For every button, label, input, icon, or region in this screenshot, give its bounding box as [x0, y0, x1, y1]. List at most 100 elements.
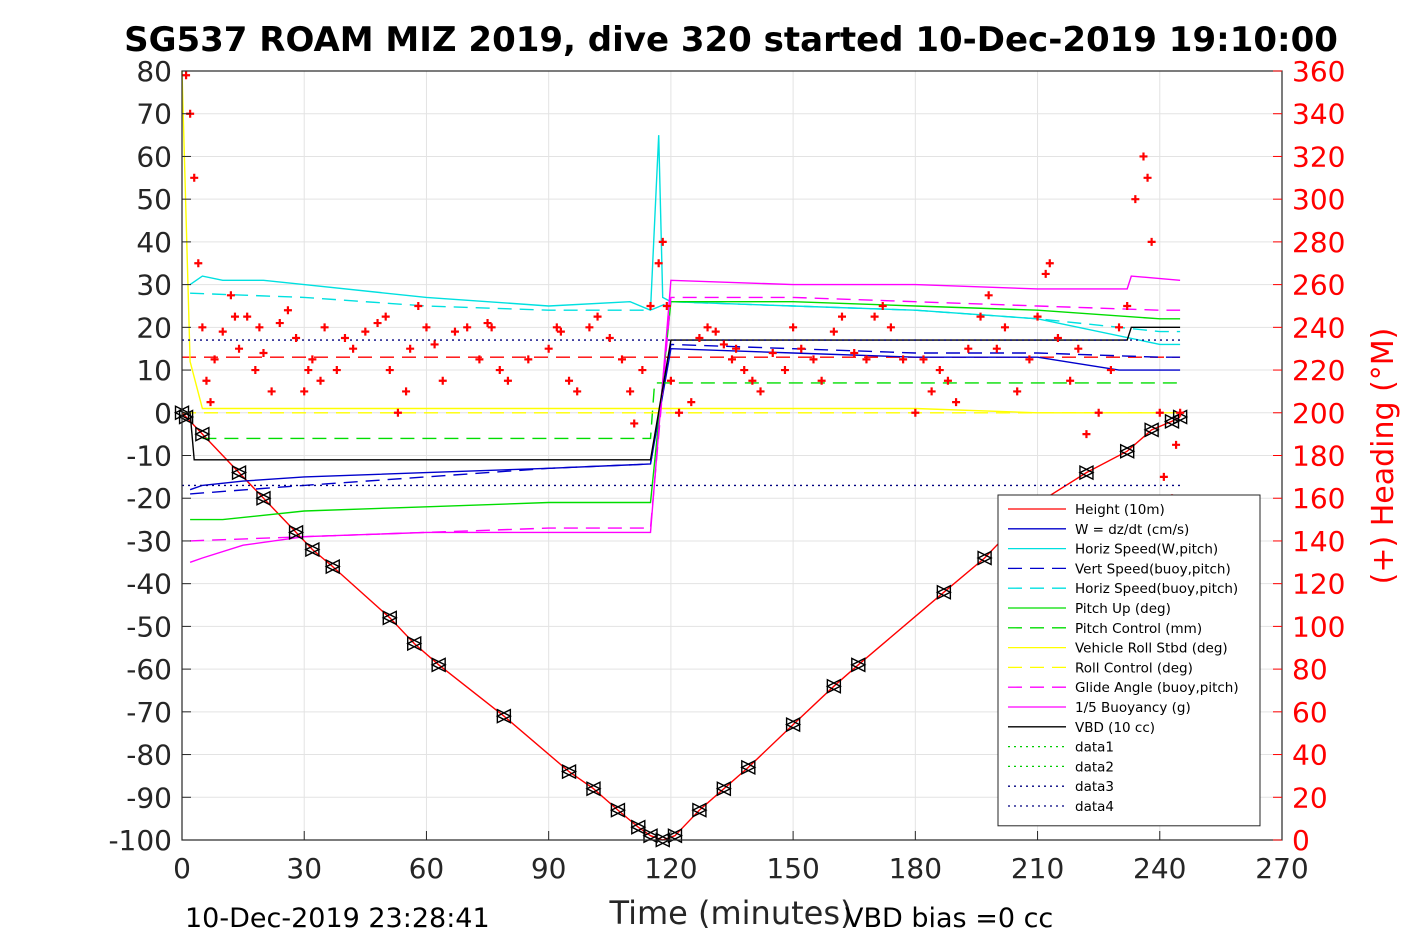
left-tick-label: 50	[136, 183, 172, 216]
dive-marker-left	[585, 781, 601, 797]
heading-point	[984, 291, 993, 300]
dive-marker-left	[381, 610, 397, 626]
heading-point	[911, 408, 920, 417]
left-tick-label: -30	[126, 525, 172, 558]
dive-marker-left	[194, 426, 210, 442]
x-tick-label: 150	[766, 852, 819, 885]
heading-point	[1066, 376, 1075, 385]
heading-point	[422, 323, 431, 332]
heading-point	[198, 323, 207, 332]
right-tick-label: 120	[1292, 568, 1345, 601]
right-tick-label: 200	[1292, 397, 1345, 430]
heading-point	[259, 348, 268, 357]
legend-label: Vehicle Roll Stbd (deg)	[1075, 641, 1228, 657]
heading-point	[414, 301, 423, 310]
heading-point	[789, 323, 798, 332]
heading-point	[251, 366, 260, 375]
heading-point	[899, 355, 908, 364]
heading-point	[748, 376, 757, 385]
dive-marker-left	[255, 490, 271, 506]
heading-point	[1045, 259, 1054, 268]
heading-point	[402, 387, 411, 396]
heading-point	[935, 366, 944, 375]
heading-point	[361, 327, 370, 336]
heading-point	[654, 259, 663, 268]
legend-label: Vert Speed(buoy,pitch)	[1075, 561, 1231, 577]
dive-marker-left	[642, 828, 658, 844]
legend-label: Horiz Speed(buoy,pitch)	[1075, 581, 1238, 597]
heading-point	[283, 306, 292, 315]
heading-point	[919, 355, 928, 364]
legend-label: W = dz/dt (cm/s)	[1075, 522, 1189, 538]
right-tick-label: 20	[1292, 781, 1328, 814]
right-tick-label: 220	[1292, 354, 1345, 387]
heading-point	[1053, 334, 1062, 343]
dive-marker-left	[1119, 443, 1135, 459]
heading-point	[552, 323, 561, 332]
heading-point	[1013, 387, 1022, 396]
left-tick-label: 30	[136, 269, 172, 302]
dive-marker-left	[324, 558, 340, 575]
dive-marker-left	[304, 541, 320, 558]
heading-point	[862, 355, 871, 364]
dive-marker-left	[976, 550, 992, 566]
x-tick-label: 210	[1011, 852, 1064, 885]
legend-label: Height (10m)	[1075, 502, 1165, 518]
heading-point	[817, 376, 826, 385]
left-tick-label: -80	[126, 739, 172, 772]
dive-marker-left	[666, 828, 683, 844]
left-tick-label: -70	[126, 696, 172, 729]
heading-point	[711, 327, 720, 336]
heading-point	[450, 327, 459, 336]
heading-point	[638, 366, 647, 375]
heading-point	[1074, 344, 1083, 353]
heading-point	[687, 398, 696, 407]
left-tick-label: 70	[136, 98, 172, 131]
heading-point	[463, 323, 472, 332]
heading-point	[373, 319, 382, 328]
right-tick-label: 160	[1292, 482, 1345, 515]
heading-point	[878, 301, 887, 310]
dive-marker-left	[785, 717, 801, 733]
legend-label: data4	[1075, 799, 1114, 815]
left-axis-ticks: 80 70 60 50 40 30 20 10 0 -10 -20 -30 -40 -50 -60 -70 -8…	[108, 55, 191, 857]
heading-point	[666, 376, 675, 385]
legend-label: VBD (10 cc)	[1075, 720, 1155, 736]
dive-marker-left	[825, 678, 842, 694]
dive-marker-left	[560, 764, 577, 780]
heading-point	[992, 344, 1001, 353]
right-tick-label: 180	[1292, 440, 1345, 473]
left-tick-label: 10	[136, 354, 172, 387]
series-line-4	[190, 292, 1181, 333]
heading-point	[243, 312, 252, 321]
heading-point	[487, 323, 496, 332]
series-line-6	[202, 382, 1181, 440]
dive-marker-left	[406, 635, 422, 652]
heading-point	[870, 312, 879, 321]
dive-marker-left	[691, 802, 707, 818]
heading-point	[393, 408, 402, 417]
heading-point	[230, 312, 239, 321]
right-tick-label: 280	[1292, 226, 1345, 259]
heading-point	[809, 355, 818, 364]
heading-point	[210, 355, 219, 364]
heading-point	[194, 259, 203, 268]
series-line-7	[181, 70, 1181, 414]
heading-point	[206, 398, 215, 407]
right-tick-label: 320	[1292, 140, 1345, 173]
heading-point	[304, 366, 313, 375]
heading-point	[565, 376, 574, 385]
left-tick-label: -90	[126, 781, 172, 814]
heading-point	[605, 334, 614, 343]
legend-label: Glide Angle (buoy,pitch)	[1075, 680, 1239, 696]
x-tick-label: 120	[644, 852, 697, 885]
dive-marker-left	[740, 759, 756, 776]
heading-point	[483, 319, 492, 328]
heading-point	[349, 344, 358, 353]
right-tick-label: 260	[1292, 269, 1345, 302]
legend-label: Pitch Control (mm)	[1075, 621, 1202, 637]
legend-box	[997, 494, 1261, 827]
heading-point	[202, 376, 211, 385]
footer-vbd-bias: VBD bias =0 cc	[845, 903, 1053, 934]
dive-marker-left	[288, 524, 304, 541]
